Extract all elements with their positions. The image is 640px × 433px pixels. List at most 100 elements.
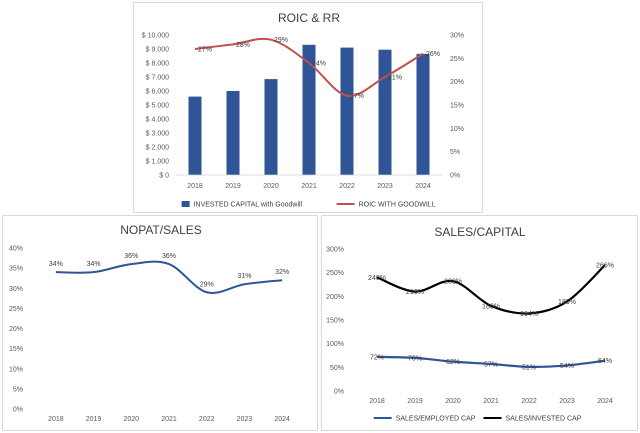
x-tick-label: 2018 xyxy=(369,398,385,405)
x-tick-label: 2022 xyxy=(199,416,215,423)
y-tick-label: 150% xyxy=(326,318,344,325)
x-tick-label: 2021 xyxy=(161,416,177,423)
roic-data-label: 26% xyxy=(426,51,440,58)
x-tick-label: 2018 xyxy=(48,416,64,423)
y-tick-label: 40% xyxy=(9,246,23,253)
nopat-sales-chart: NOPAT/SALES 0% 5% 10% 15% 20% 25% 30% 35% 40% 2018… xyxy=(9,223,290,423)
nopat-data-label: 36% xyxy=(162,253,176,260)
x-tick-label: 2024 xyxy=(274,416,290,423)
x-tick-label: 2022 xyxy=(339,183,355,190)
roic-rr-chart: ROIC & RR $ 0 $ 1.000 $ 2.000 $ 3.000 $ 4.000… xyxy=(142,11,464,209)
left-axis-tick-label: $ 9.000 xyxy=(146,47,169,54)
bar-invested-capital xyxy=(302,44,316,175)
x-tick-label: 2023 xyxy=(377,183,393,190)
y-tick-label: 250% xyxy=(326,270,344,277)
line-nopat-sales xyxy=(55,260,283,294)
y-tick-label: 300% xyxy=(326,247,344,254)
y-tick-label: 10% xyxy=(9,366,23,373)
bar-invested-capital xyxy=(226,91,240,175)
nopat-sales-chart-panel: NOPAT/SALES 0% 5% 10% 15% 20% 25% 30% 35% 40% 2018… xyxy=(2,215,318,431)
line-sales-employed-cap xyxy=(376,355,606,369)
y-tick-label: 25% xyxy=(9,306,23,313)
y-tick-label: 30% xyxy=(9,286,23,293)
y-tick-label: 15% xyxy=(9,346,23,353)
nopat-data-label: 32% xyxy=(275,269,289,276)
roic-data-label: 28% xyxy=(236,42,250,49)
right-axis-tick-label: 0% xyxy=(450,173,460,180)
x-tick-label: 2024 xyxy=(415,183,431,190)
x-tick-label: 2023 xyxy=(237,416,253,423)
left-axis-tick-label: $ 10.000 xyxy=(142,33,169,40)
right-axis-tick-label: 15% xyxy=(450,103,464,110)
bar-invested-capital xyxy=(416,53,430,175)
x-tick-label: 2022 xyxy=(521,398,537,405)
invested-cap-data-label: 240% xyxy=(368,275,386,282)
x-tick-label: 2021 xyxy=(301,183,317,190)
sales-capital-chart-panel: SALES/CAPITAL 0% 50% 100% 150% 200% 250% 300% 20… xyxy=(321,215,638,431)
y-tick-label: 50% xyxy=(330,365,344,372)
left-axis-tick-label: $ 0 xyxy=(159,173,169,180)
x-tick-label: 2023 xyxy=(559,398,575,405)
x-tick-label: 2019 xyxy=(407,398,423,405)
y-tick-label: 35% xyxy=(9,266,23,273)
chart-title: SALES/CAPITAL xyxy=(434,225,525,239)
right-axis-tick-label: 30% xyxy=(450,33,464,40)
nopat-data-label: 31% xyxy=(237,273,251,280)
invested-cap-data-label: 180% xyxy=(482,303,500,310)
line-sales-invested-cap xyxy=(376,264,606,315)
left-axis-tick-label: $ 4.000 xyxy=(146,117,169,124)
nopat-data-label: 34% xyxy=(49,261,63,268)
y-tick-label: 5% xyxy=(13,386,23,393)
y-tick-label: 100% xyxy=(326,341,344,348)
nopat-data-label: 34% xyxy=(87,261,101,268)
right-axis-tick-label: 5% xyxy=(450,149,460,156)
legend-label: SALES/EMPLOYED CAP xyxy=(396,416,476,423)
x-tick-label: 2020 xyxy=(263,183,279,190)
left-axis-tick-label: $ 1.000 xyxy=(146,159,169,166)
employed-cap-data-label: 51% xyxy=(522,364,536,371)
legend-label: ROIC WITH GOODWILL xyxy=(359,202,436,209)
x-tick-label: 2020 xyxy=(123,416,139,423)
roic-data-label: 21% xyxy=(388,75,402,82)
roic-data-label: 27% xyxy=(198,47,212,54)
left-axis-tick-label: $ 3.000 xyxy=(146,131,169,138)
y-tick-label: 0% xyxy=(334,389,344,396)
left-axis-tick-label: $ 6.000 xyxy=(146,89,169,96)
left-axis-tick-label: $ 2.000 xyxy=(146,145,169,152)
employed-cap-data-label: 70% xyxy=(408,355,422,362)
left-axis-tick-label: $ 5.000 xyxy=(146,103,169,110)
y-tick-label: 0% xyxy=(13,407,23,414)
nopat-data-label: 36% xyxy=(124,253,138,260)
y-tick-label: 200% xyxy=(326,294,344,301)
employed-cap-data-label: 72% xyxy=(370,354,384,361)
roic-rr-chart-panel: ROIC & RR $ 0 $ 1.000 $ 2.000 $ 3.000 $ 4.000… xyxy=(133,2,483,213)
employed-cap-data-label: 64% xyxy=(598,358,612,365)
chart-title: NOPAT/SALES xyxy=(120,223,202,237)
employed-cap-data-label: 54% xyxy=(560,363,574,370)
nopat-data-label: 29% xyxy=(200,281,214,288)
invested-cap-data-label: 232% xyxy=(444,279,462,286)
bar-invested-capital xyxy=(264,79,278,175)
bar-invested-capital xyxy=(340,47,354,175)
right-axis-tick-label: 20% xyxy=(450,79,464,86)
invested-cap-data-label: 164% xyxy=(520,311,538,318)
legend-label: SALES/INVESTED CAP xyxy=(506,416,582,423)
left-axis-tick-label: $ 8.000 xyxy=(146,61,169,68)
roic-data-label: 24% xyxy=(312,61,326,68)
x-tick-label: 2024 xyxy=(597,398,613,405)
legend-swatch-bar xyxy=(181,201,190,207)
bar-invested-capital xyxy=(378,49,392,176)
employed-cap-data-label: 62% xyxy=(446,359,460,366)
roic-data-label: 17% xyxy=(350,93,364,100)
employed-cap-data-label: 57% xyxy=(484,362,498,369)
x-tick-label: 2021 xyxy=(483,398,499,405)
sales-capital-chart: SALES/CAPITAL 0% 50% 100% 150% 200% 250% 300% 20… xyxy=(326,225,614,423)
chart-title: ROIC & RR xyxy=(278,11,340,25)
invested-cap-data-label: 189% xyxy=(558,299,576,306)
x-tick-label: 2019 xyxy=(86,416,102,423)
x-tick-label: 2020 xyxy=(445,398,461,405)
x-tick-label: 2019 xyxy=(225,183,241,190)
right-axis-tick-label: 25% xyxy=(450,56,464,63)
invested-cap-data-label: 266% xyxy=(596,263,614,270)
invested-cap-data-label: 210% xyxy=(406,289,424,296)
